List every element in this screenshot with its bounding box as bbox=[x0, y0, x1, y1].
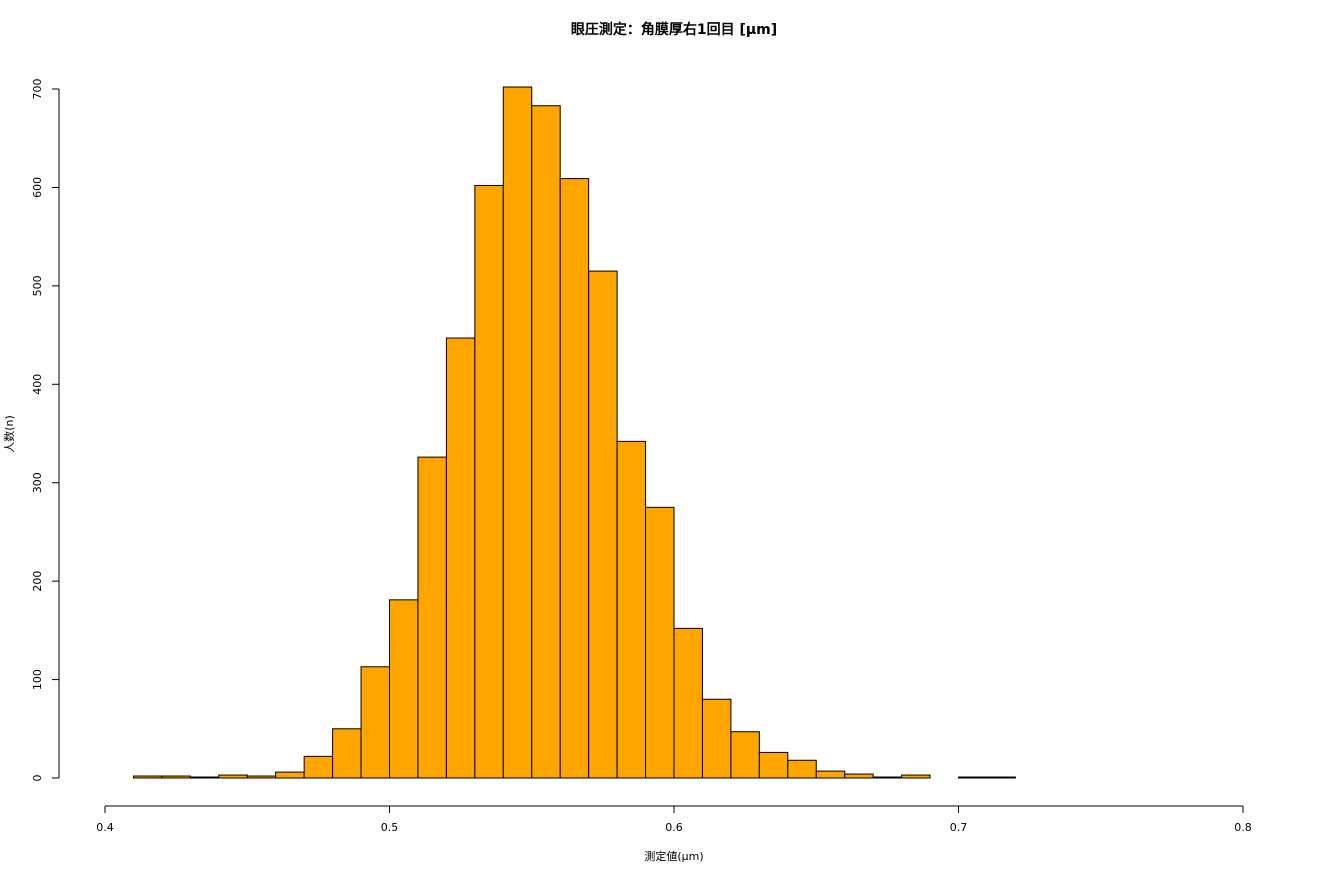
bar bbox=[303, 755, 334, 779]
bar bbox=[332, 728, 362, 779]
x-tick-label: 0.7 bbox=[950, 821, 968, 834]
bar bbox=[986, 776, 1016, 779]
bar bbox=[275, 771, 305, 779]
y-tick-label: 100 bbox=[31, 669, 44, 690]
bar bbox=[901, 774, 931, 779]
y-tick-label: 600 bbox=[31, 177, 44, 198]
bar bbox=[360, 666, 390, 779]
bar bbox=[417, 456, 447, 779]
y-tick-label: 0 bbox=[31, 775, 44, 782]
x-tick-label: 0.6 bbox=[665, 821, 683, 834]
x-tick-label: 0.5 bbox=[381, 821, 399, 834]
bar bbox=[474, 184, 504, 779]
bar bbox=[645, 506, 675, 779]
bar bbox=[787, 759, 817, 779]
bar bbox=[730, 731, 760, 779]
y-axis-label: 人数(n) bbox=[3, 415, 16, 453]
bar bbox=[673, 627, 703, 779]
bar bbox=[815, 770, 846, 779]
y-tick-label: 300 bbox=[31, 472, 44, 493]
bar bbox=[531, 105, 561, 779]
bar bbox=[559, 178, 590, 779]
bar bbox=[218, 774, 248, 779]
x-tick-label: 0.8 bbox=[1234, 821, 1252, 834]
y-tick-label: 500 bbox=[31, 275, 44, 296]
x-tick-label: 0.4 bbox=[96, 821, 114, 834]
bar bbox=[758, 751, 789, 779]
bar bbox=[701, 698, 732, 779]
bar bbox=[132, 775, 163, 779]
y-tick-label: 200 bbox=[31, 571, 44, 592]
bar bbox=[616, 440, 647, 779]
bar bbox=[872, 776, 903, 779]
chart-title: 眼圧測定：角膜厚右1回目 [µm] bbox=[571, 21, 777, 38]
bar bbox=[844, 773, 874, 779]
bar bbox=[588, 270, 618, 779]
bar bbox=[502, 86, 533, 779]
bar bbox=[958, 776, 988, 779]
y-tick-label: 700 bbox=[31, 79, 44, 100]
bar bbox=[189, 776, 220, 779]
bar bbox=[445, 337, 476, 779]
bar bbox=[246, 775, 277, 779]
y-tick-label: 400 bbox=[31, 374, 44, 395]
x-axis-label: 測定値(µm) bbox=[644, 849, 703, 863]
bar bbox=[389, 599, 419, 779]
bar bbox=[161, 775, 191, 779]
